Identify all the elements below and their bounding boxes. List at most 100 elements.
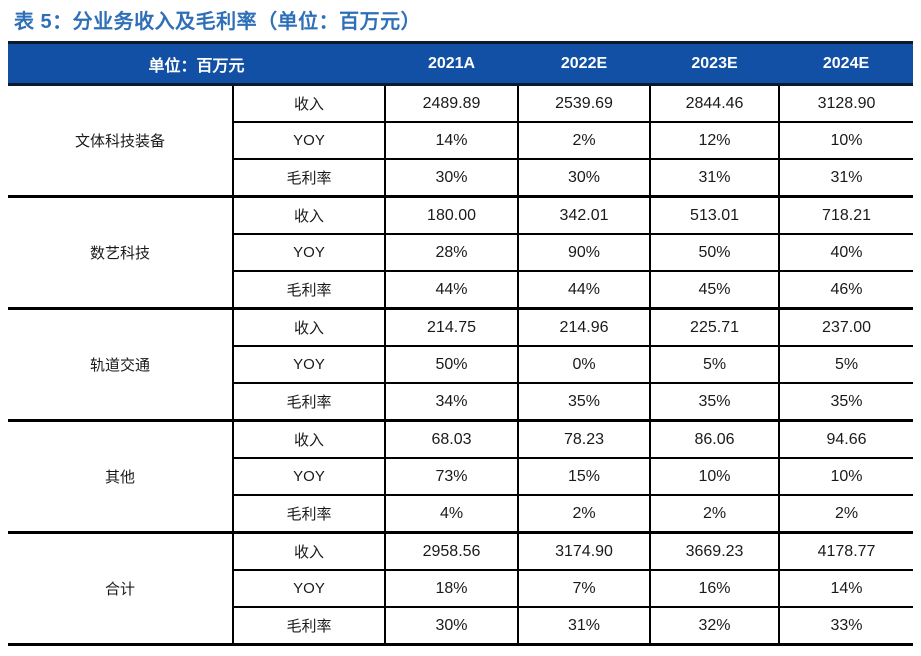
value-cell: 73% (384, 458, 519, 496)
value-cell: 31% (517, 607, 651, 646)
metric-cell: 毛利率 (231, 607, 386, 646)
value-cell: 16% (649, 570, 780, 608)
value-cell: 237.00 (778, 308, 914, 347)
table-row: 毛利率 44% 44% 45% 46% (8, 271, 914, 310)
value-cell: 35% (517, 383, 651, 422)
table-row: 其他 收入 68.03 78.23 86.06 94.66 (8, 420, 914, 534)
metric-cell: YOY (231, 458, 386, 496)
header-row: 单位：百万元 2021A 2022E 2023E 2024E (8, 41, 914, 86)
value-cell: 180.00 (384, 196, 519, 235)
group-name-cell: 合计 (8, 532, 233, 646)
value-cell: 31% (649, 159, 780, 198)
value-cell: 2958.56 (384, 532, 519, 571)
value-cell: 5% (778, 346, 914, 384)
table-title: 表 5：分业务收入及毛利率（单位：百万元） (14, 11, 422, 33)
table-row: 合计 收入 2958.56 3174.90 3669.23 4178.77 (8, 532, 914, 646)
table-row: YOY 28% 90% 50% 40% (8, 234, 914, 272)
value-cell: 214.75 (384, 308, 519, 347)
value-cell: 7% (517, 570, 651, 608)
value-cell: 44% (384, 271, 519, 310)
header-year-2024e: 2024E (779, 41, 914, 86)
value-cell: 14% (778, 570, 914, 608)
value-cell: 3128.90 (778, 84, 914, 123)
metric-cell: YOY (231, 122, 386, 160)
value-cell: 50% (649, 234, 780, 272)
value-cell: 2% (649, 495, 780, 534)
table-row: 毛利率 30% 30% 31% 31% (8, 159, 914, 198)
value-cell: 78.23 (517, 420, 651, 459)
metric-cell: 收入 (231, 308, 386, 347)
value-cell: 225.71 (649, 308, 780, 347)
table-row: YOY 50% 0% 5% 5% (8, 346, 914, 384)
value-cell: 2489.89 (384, 84, 519, 123)
value-cell: 90% (517, 234, 651, 272)
value-cell: 513.01 (649, 196, 780, 235)
value-cell: 10% (778, 122, 914, 160)
header-year-2023e: 2023E (650, 41, 780, 86)
value-cell: 40% (778, 234, 914, 272)
value-cell: 3669.23 (649, 532, 780, 571)
value-cell: 30% (384, 607, 519, 646)
value-cell: 4178.77 (778, 532, 914, 571)
metric-cell: YOY (231, 234, 386, 272)
metric-cell: 收入 (231, 84, 386, 123)
metric-cell: 收入 (231, 420, 386, 459)
metric-cell: 毛利率 (231, 159, 386, 198)
value-cell: 3174.90 (517, 532, 651, 571)
value-cell: 2844.46 (649, 84, 780, 123)
table-row: 文体科技装备 收入 2489.89 2539.69 2844.46 3128.9… (8, 84, 914, 198)
value-cell: 2539.69 (517, 84, 651, 123)
value-cell: 31% (778, 159, 914, 198)
value-cell: 10% (778, 458, 914, 496)
value-cell: 30% (384, 159, 519, 198)
metric-cell: 收入 (231, 196, 386, 235)
value-cell: 34% (384, 383, 519, 422)
metric-cell: 毛利率 (231, 495, 386, 534)
value-cell: 12% (649, 122, 780, 160)
metric-cell: 毛利率 (231, 271, 386, 310)
metric-cell: YOY (231, 570, 386, 608)
value-cell: 14% (384, 122, 519, 160)
table-row: YOY 73% 15% 10% 10% (8, 458, 914, 496)
value-cell: 5% (649, 346, 780, 384)
table-row: 毛利率 4% 2% 2% 2% (8, 495, 914, 534)
metric-cell: 毛利率 (231, 383, 386, 422)
group-name-cell: 数艺科技 (8, 196, 233, 310)
value-cell: 68.03 (384, 420, 519, 459)
value-cell: 214.96 (517, 308, 651, 347)
value-cell: 342.01 (517, 196, 651, 235)
report-page: 表 5：分业务收入及毛利率（单位：百万元） 单位：百万元 2021A 2022E… (0, 9, 921, 646)
value-cell: 2% (517, 122, 651, 160)
value-cell: 4% (384, 495, 519, 534)
table-row: 数艺科技 收入 180.00 342.01 513.01 718.21 (8, 196, 914, 310)
value-cell: 44% (517, 271, 651, 310)
header-year-2022e: 2022E (518, 41, 651, 86)
group-name-cell: 其他 (8, 420, 233, 534)
value-cell: 45% (649, 271, 780, 310)
table-row: YOY 18% 7% 16% 14% (8, 570, 914, 608)
value-cell: 94.66 (778, 420, 914, 459)
value-cell: 2% (517, 495, 651, 534)
metric-cell: 收入 (231, 532, 386, 571)
group-name-cell: 轨道交通 (8, 308, 233, 422)
table-row: 轨道交通 收入 214.75 214.96 225.71 237.00 (8, 308, 914, 422)
value-cell: 2% (778, 495, 914, 534)
header-unit-label: 单位：百万元 (8, 41, 386, 86)
table-row: 毛利率 30% 31% 32% 33% (8, 607, 914, 646)
revenue-margin-table: 单位：百万元 2021A 2022E 2023E 2024E 文体科技装备 收入… (8, 41, 914, 646)
group-name-cell: 文体科技装备 (8, 84, 233, 198)
value-cell: 10% (649, 458, 780, 496)
value-cell: 30% (517, 159, 651, 198)
value-cell: 35% (778, 383, 914, 422)
value-cell: 86.06 (649, 420, 780, 459)
value-cell: 33% (778, 607, 914, 646)
table-row: YOY 14% 2% 12% 10% (8, 122, 914, 160)
table-row: 毛利率 34% 35% 35% 35% (8, 383, 914, 422)
value-cell: 50% (384, 346, 519, 384)
value-cell: 15% (517, 458, 651, 496)
metric-cell: YOY (231, 346, 386, 384)
value-cell: 718.21 (778, 196, 914, 235)
value-cell: 28% (384, 234, 519, 272)
header-year-2021a: 2021A (385, 41, 519, 86)
value-cell: 18% (384, 570, 519, 608)
